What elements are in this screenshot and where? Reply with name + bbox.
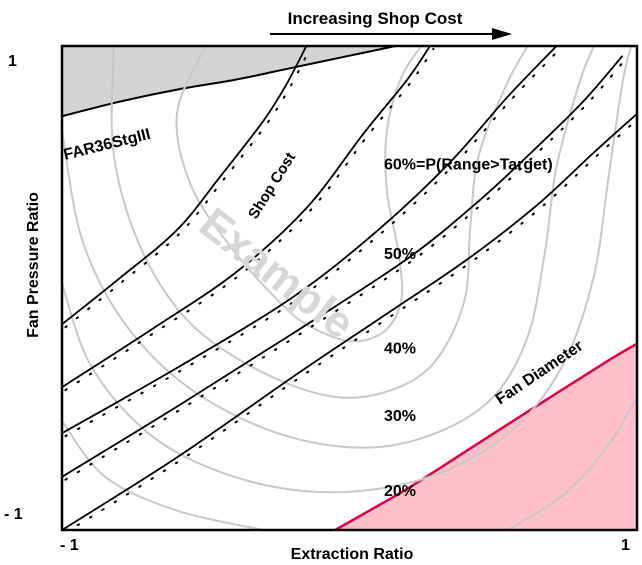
- shop-cost-dots-2: [64, 47, 435, 392]
- constraint-fan-diameter-boundary: [334, 342, 637, 530]
- contour-label-3: 40%: [384, 340, 416, 357]
- constraint-far36-region: [62, 46, 396, 117]
- shop-cost-line-5: [62, 113, 637, 530]
- probability-contour-4: [62, 46, 633, 494]
- plot-frame: [60, 44, 639, 532]
- x-tick-left: - 1: [60, 537, 79, 554]
- contour-label-4: 30%: [384, 408, 416, 425]
- shop-cost-line-2: [62, 46, 431, 388]
- constraint-label-far36: FAR36StgIII: [62, 126, 152, 164]
- y-axis-label: Fan Pressure Ratio: [25, 192, 42, 338]
- probability-contour-6: [507, 396, 637, 530]
- y-tick-top: 1: [8, 53, 17, 70]
- shop-cost-label: Shop Cost: [245, 150, 299, 223]
- contour-label-5: 20%: [384, 483, 416, 500]
- shop-cost-line-4: [62, 55, 624, 478]
- title-arrow: [270, 28, 512, 40]
- probability-contour-1: [175, 46, 423, 343]
- x-tick-right: 1: [621, 537, 630, 554]
- shop-cost-dots-5: [68, 118, 637, 530]
- probability-contour-5: [62, 420, 264, 530]
- x-axis-label: Extraction Ratio: [291, 546, 414, 563]
- shop-cost-line-3: [62, 46, 558, 434]
- shop-cost-dots-3: [64, 47, 561, 438]
- chart-title: Increasing Shop Cost: [288, 9, 463, 28]
- shop-cost-line-1: [62, 46, 308, 326]
- contour-label-2: 50%: [384, 246, 416, 263]
- shop-cost-dots-4: [64, 57, 628, 481]
- constraint-far36-boundary: [62, 46, 396, 118]
- y-tick-bottom: - 1: [4, 506, 23, 523]
- shop-cost-dots-1: [64, 47, 311, 329]
- contour-label-1: 60%=P(Range>Target): [384, 156, 553, 173]
- probability-contour-2: [110, 46, 529, 399]
- watermark: Example: [191, 199, 364, 349]
- probability-contour-3: [62, 46, 595, 449]
